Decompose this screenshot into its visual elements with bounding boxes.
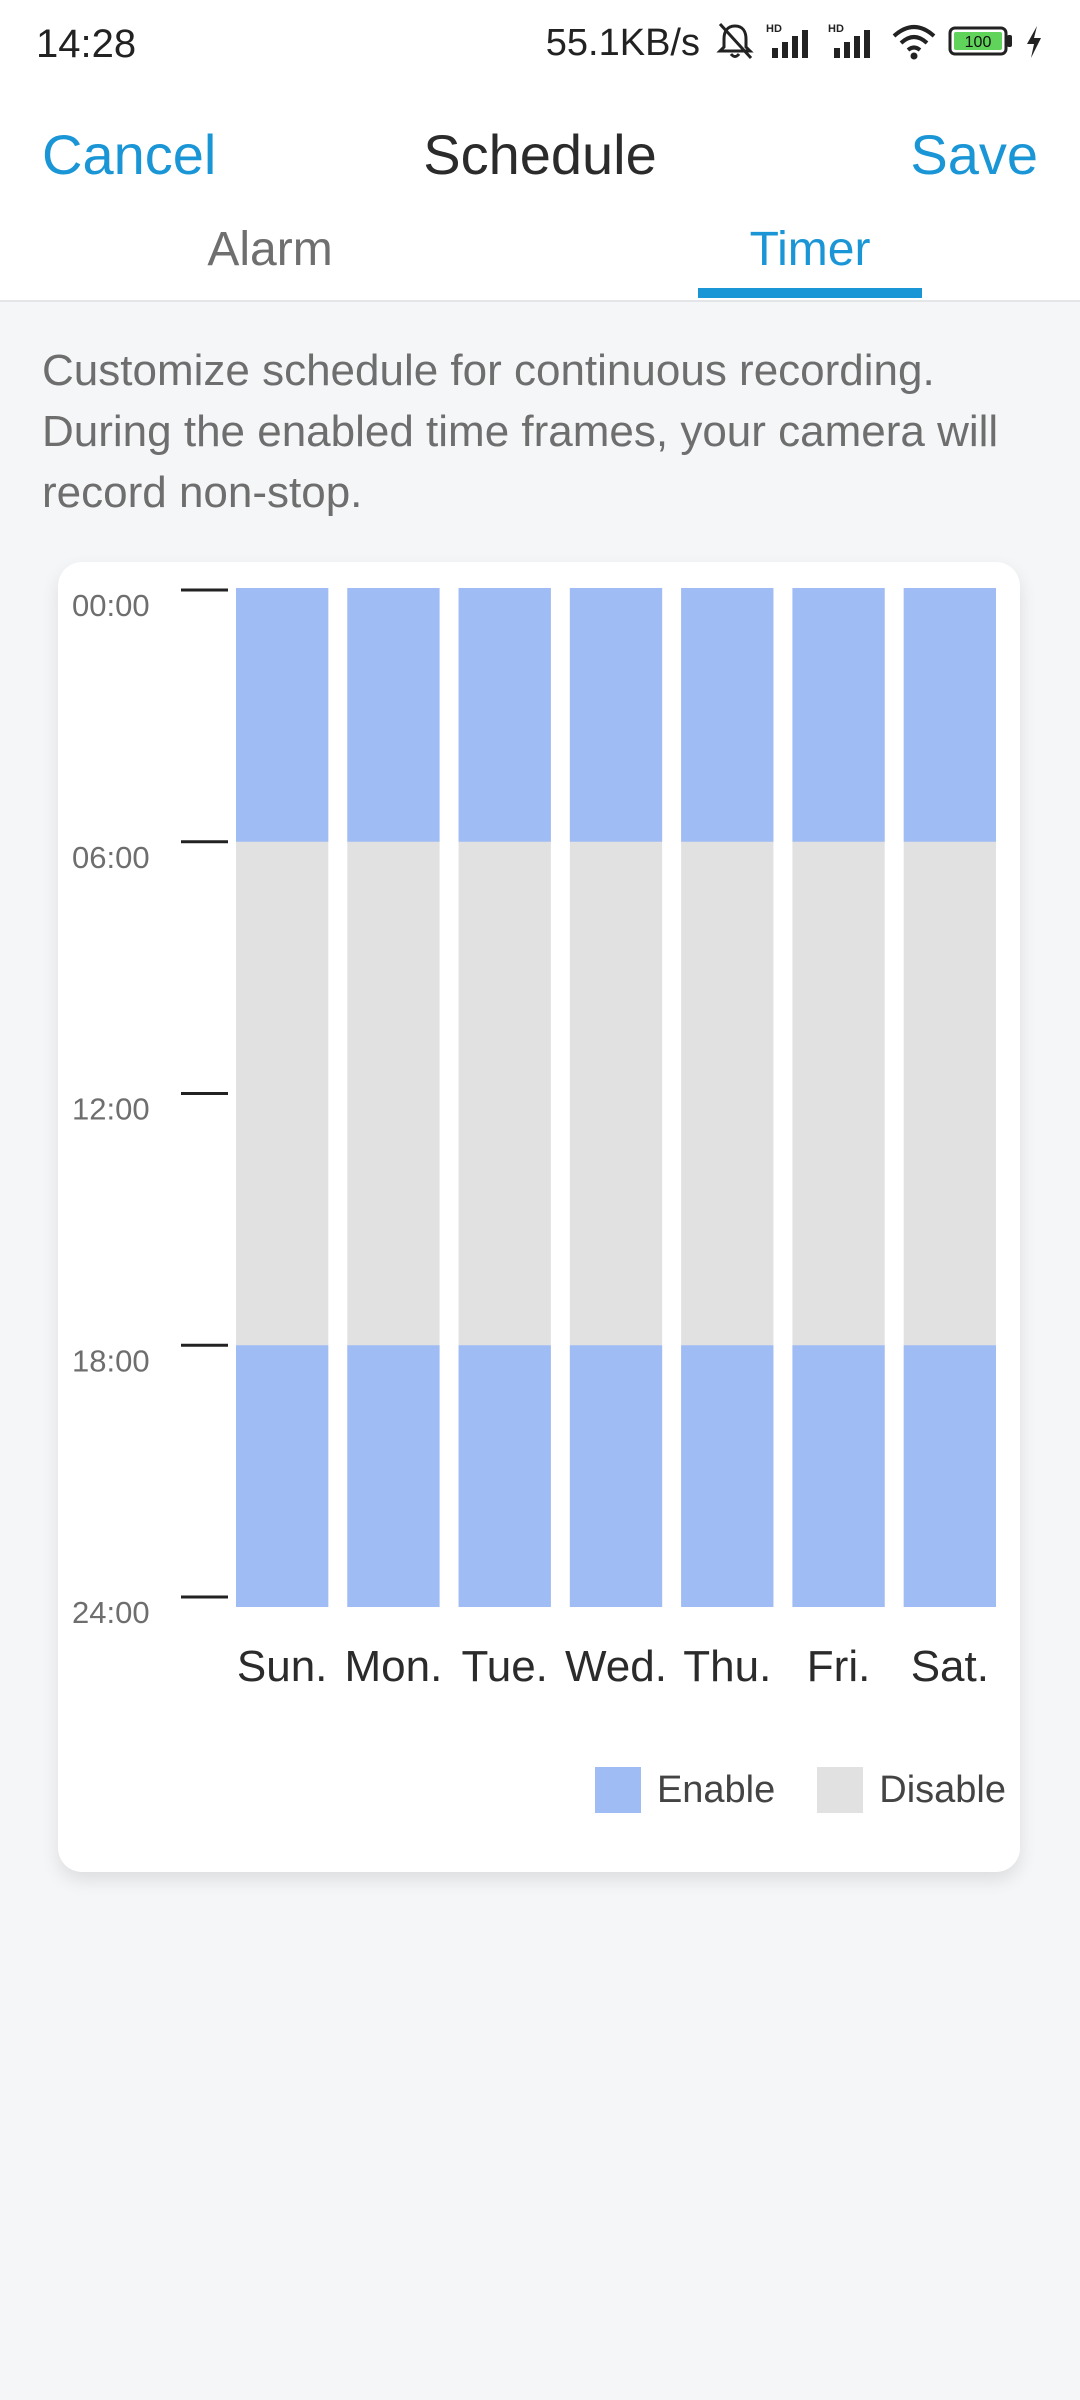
cancel-button[interactable]: Cancel <box>42 123 217 186</box>
enabled-time-bar <box>458 1345 551 1607</box>
y-axis-tick-label: 00:00 <box>72 588 150 623</box>
enabled-time-bar <box>792 1345 885 1607</box>
enabled-time-bar <box>347 588 440 842</box>
enabled-time-bar <box>903 588 996 842</box>
legend-label-enable: Enable <box>656 1768 776 1811</box>
enabled-time-bar <box>236 588 329 842</box>
day-label: Fri. <box>807 1642 871 1691</box>
schedule-chart: 00:00 06:00 12:00 18:00 24:00 Sun. Mon. Tue. Wed… <box>72 588 996 1691</box>
network-speed: 55.1KB/s <box>545 22 700 64</box>
bell-mute-icon <box>714 20 756 67</box>
enabled-time-bar <box>792 588 885 842</box>
hd-signal-icon: HD <box>828 20 880 67</box>
enable-swatch <box>594 1767 641 1813</box>
legend-label-disable: Disable <box>879 1768 1006 1811</box>
wifi-icon <box>890 20 938 67</box>
y-axis-tick-label: 06:00 <box>72 840 150 875</box>
legend-item-disable: Disable <box>817 1767 1006 1813</box>
tab-timer[interactable]: Timer <box>749 223 871 276</box>
chart-legend: Enable Disable <box>553 1767 1006 1813</box>
disable-swatch <box>817 1767 864 1813</box>
status-time: 14:28 <box>36 22 137 66</box>
y-axis-tick-label: 12:00 <box>72 1092 150 1127</box>
day-label: Thu. <box>683 1642 771 1691</box>
enabled-time-bar <box>347 1345 440 1607</box>
enabled-time-bar <box>903 1345 996 1607</box>
save-button[interactable]: Save <box>910 123 1038 186</box>
enabled-time-bar <box>681 1345 774 1607</box>
y-axis-tick-label: 24:00 <box>72 1595 150 1630</box>
svg-text:HD: HD <box>766 23 782 35</box>
active-tab-indicator <box>698 288 922 298</box>
schedule-description: Customize schedule for continuous record… <box>42 346 999 517</box>
enabled-time-bar <box>236 1345 329 1607</box>
battery-level: 100 <box>965 34 992 51</box>
enabled-time-bar <box>569 1345 663 1607</box>
tab-alarm[interactable]: Alarm <box>207 223 333 276</box>
hd-signal-icon: HD <box>766 20 818 67</box>
day-label: Sun. <box>237 1642 328 1691</box>
day-label: Sat. <box>911 1642 989 1691</box>
svg-text:HD: HD <box>828 23 844 35</box>
enabled-time-bar <box>681 588 774 842</box>
legend-item-enable: Enable <box>594 1767 776 1813</box>
day-label: Mon. <box>345 1642 443 1691</box>
battery-icon: 100 <box>948 20 1014 67</box>
y-axis-tick-label: 18:00 <box>72 1343 150 1378</box>
enabled-time-bar <box>458 588 551 842</box>
status-icons: 55.1KB/s HD HD <box>546 20 1044 67</box>
page-title: Schedule <box>423 123 657 186</box>
schedule-card: 00:00 06:00 12:00 18:00 24:00 Sun. Mon. Tue. Wed… <box>58 562 1020 1872</box>
day-label: Wed. <box>565 1642 667 1691</box>
enabled-time-bar <box>569 588 663 842</box>
charging-icon <box>1024 20 1044 67</box>
day-label: Tue. <box>462 1642 548 1691</box>
top-bar: 14:28 55.1KB/s HD HD <box>0 0 1080 302</box>
